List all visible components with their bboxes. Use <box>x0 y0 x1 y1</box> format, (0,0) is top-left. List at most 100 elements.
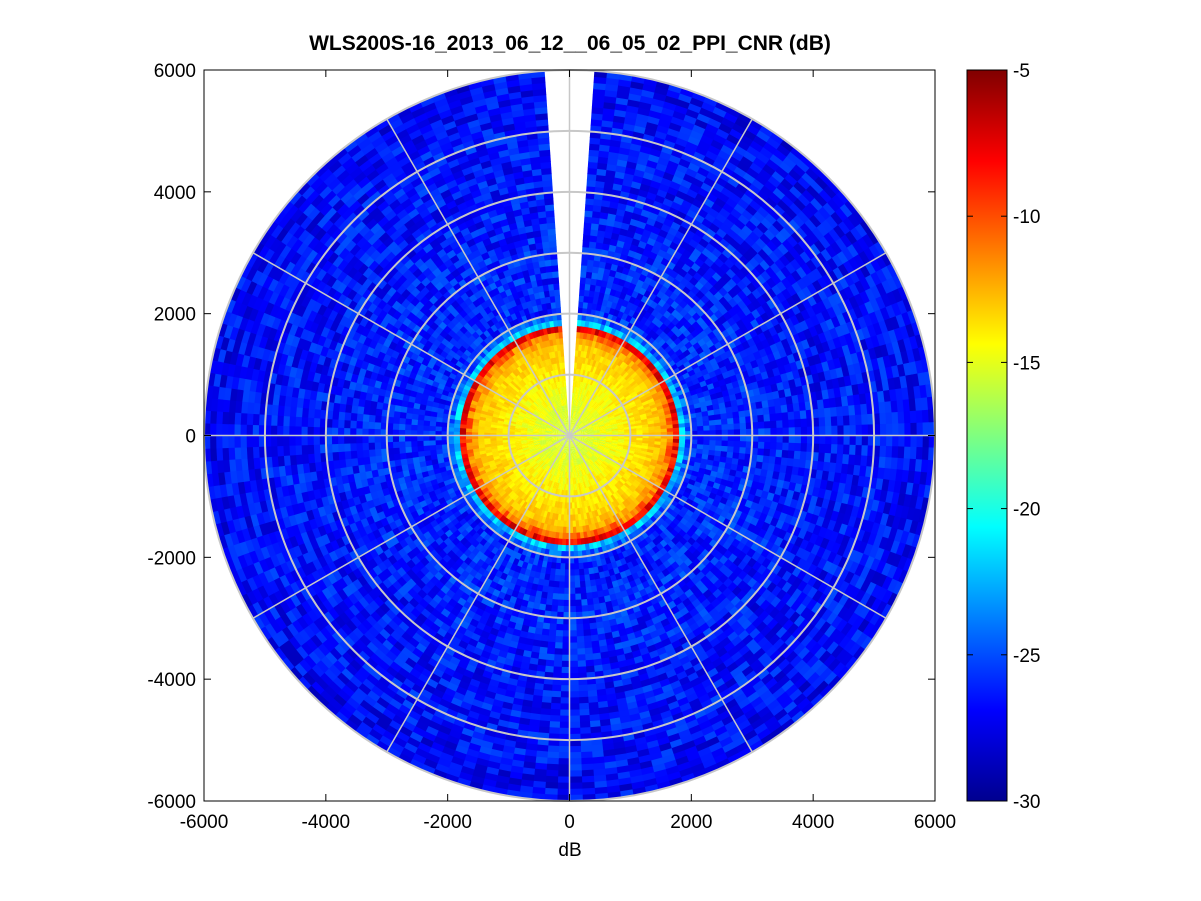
radar-cell <box>583 289 591 297</box>
radar-cell <box>818 443 826 454</box>
radar-cell <box>848 295 860 310</box>
radar-cell <box>576 420 582 426</box>
radar-cell <box>633 412 641 418</box>
radar-cell <box>608 402 616 409</box>
radar-cell <box>578 422 584 428</box>
radar-cell <box>612 348 619 357</box>
radar-cell <box>899 375 908 390</box>
radar-cell <box>760 201 775 215</box>
radar-cell <box>914 333 925 350</box>
radar-cell <box>570 416 573 424</box>
radar-cell <box>828 397 837 409</box>
radar-cell <box>864 287 877 303</box>
radar-cell <box>611 362 618 370</box>
radar-cell <box>764 428 772 436</box>
radar-cell <box>601 350 608 358</box>
radar-cell <box>841 247 855 262</box>
radar-cell <box>626 375 634 383</box>
radar-cell <box>582 234 591 242</box>
radar-cell <box>733 203 747 215</box>
radar-cell <box>628 388 636 395</box>
radar-cell <box>846 320 857 334</box>
radar-cell <box>601 356 608 365</box>
radar-cell <box>585 412 592 418</box>
radar-cell <box>797 393 806 404</box>
radar-cell <box>592 210 602 219</box>
radar-cell <box>734 392 743 401</box>
radar-cell <box>604 331 611 340</box>
radar-cell <box>846 395 855 407</box>
radar-cell <box>607 401 615 407</box>
radar-cell <box>641 386 650 393</box>
radar-cell <box>864 300 876 316</box>
radar-cell <box>596 168 608 177</box>
radar-cell <box>713 408 721 416</box>
radar-cell <box>718 170 732 183</box>
radar-cell <box>593 427 600 431</box>
radar-cell <box>794 435 802 444</box>
radar-cell <box>806 283 819 296</box>
radar-cell <box>823 329 834 343</box>
radar-cell <box>588 149 600 157</box>
chart-title: WLS200S-16_2013_06_12__06_05_02_PPI_CNR … <box>309 32 831 55</box>
radar-cell <box>571 423 574 430</box>
radar-cell <box>815 252 828 266</box>
radar-cell <box>602 337 609 346</box>
radar-cell <box>617 84 632 94</box>
radar-cell <box>608 333 615 341</box>
radar-cell <box>719 407 727 415</box>
radar-cell <box>788 427 796 436</box>
radar-cell <box>574 405 578 412</box>
radar-cell <box>685 141 700 152</box>
radar-cell <box>601 119 615 128</box>
radar-cell <box>727 176 741 189</box>
radar-cell <box>607 212 617 222</box>
radar-cell <box>570 410 573 418</box>
radar-cell <box>873 413 881 426</box>
radar-cell <box>609 416 616 421</box>
radar-cell <box>571 392 575 400</box>
radar-cell <box>890 400 899 414</box>
radar-cell <box>865 274 877 290</box>
radar-cell <box>639 395 647 401</box>
radar-cell <box>692 124 707 136</box>
radar-cell <box>802 234 816 249</box>
radar-cell <box>586 383 591 391</box>
radar-cell <box>752 194 767 208</box>
radar-cell <box>572 417 575 424</box>
radar-cell <box>573 425 578 431</box>
radar-cell <box>811 291 824 305</box>
radar-cell <box>603 95 618 104</box>
radar-cell <box>597 223 607 232</box>
radar-cell <box>791 394 800 405</box>
radar-cell <box>813 381 823 393</box>
radar-cell <box>622 390 630 397</box>
radar-cell <box>805 167 821 182</box>
radar-cell <box>782 427 790 436</box>
radar-cell <box>757 206 771 219</box>
radar-cell <box>602 113 616 122</box>
radar-cell <box>770 435 778 444</box>
radar-cell <box>675 210 688 221</box>
radar-cell <box>599 355 605 364</box>
radar-cell <box>887 377 896 392</box>
radar-cell <box>725 197 739 210</box>
radar-cell <box>756 129 772 143</box>
radar-cell <box>572 417 576 424</box>
radar-cell <box>752 156 768 170</box>
radar-cell <box>623 392 631 399</box>
radar-cell <box>584 320 590 328</box>
radar-cell <box>816 399 825 410</box>
radar-cell <box>611 425 619 429</box>
radar-cell <box>678 204 691 216</box>
radar-cell <box>688 408 697 415</box>
radar-cell <box>823 232 837 247</box>
radar-cell <box>832 303 843 318</box>
radar-cell <box>630 380 638 387</box>
radar-cell <box>891 302 903 318</box>
radar-cell <box>597 229 606 238</box>
radar-cell <box>843 286 855 300</box>
radar-cell <box>663 217 675 228</box>
radar-cell <box>714 197 727 209</box>
radar-cell <box>574 392 578 400</box>
